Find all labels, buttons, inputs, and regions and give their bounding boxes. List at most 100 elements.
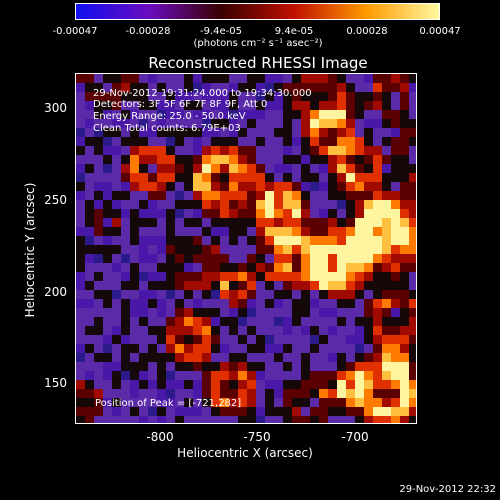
- image-pixel: [382, 227, 391, 236]
- image-pixel: [346, 263, 355, 272]
- image-pixel: [166, 380, 175, 389]
- image-pixel: [328, 353, 337, 362]
- image-pixel: [148, 146, 157, 155]
- image-pixel: [76, 128, 85, 137]
- image-pixel: [238, 191, 247, 200]
- image-pixel: [319, 209, 328, 218]
- image-pixel: [337, 173, 346, 182]
- image-pixel: [265, 308, 274, 317]
- image-pixel: [319, 173, 328, 182]
- image-pixel: [247, 380, 256, 389]
- image-pixel: [220, 308, 229, 317]
- image-pixel: [256, 191, 265, 200]
- image-pixel: [400, 137, 409, 146]
- image-pixel: [238, 326, 247, 335]
- image-pixel: [220, 155, 229, 164]
- image-pixel: [373, 263, 382, 272]
- image-pixel: [355, 146, 364, 155]
- image-pixel: [184, 92, 193, 101]
- image-pixel: [148, 380, 157, 389]
- image-pixel: [319, 137, 328, 146]
- colorbar: [75, 3, 440, 20]
- image-pixel: [274, 380, 283, 389]
- image-pixel: [265, 380, 274, 389]
- image-pixel: [175, 110, 184, 119]
- image-pixel: [76, 227, 85, 236]
- image-pixel: [319, 362, 328, 371]
- image-pixel: [202, 389, 211, 398]
- image-pixel: [319, 155, 328, 164]
- image-pixel: [148, 128, 157, 137]
- image-pixel: [283, 416, 292, 423]
- image-pixel: [382, 407, 391, 416]
- image-pixel: [157, 182, 166, 191]
- image-pixel: [292, 389, 301, 398]
- image-pixel: [409, 371, 416, 380]
- image-pixel: [220, 272, 229, 281]
- y-axis-label: Heliocentric Y (arcsec): [23, 182, 37, 318]
- image-pixel: [265, 254, 274, 263]
- image-pixel: [121, 164, 130, 173]
- image-pixel: [364, 119, 373, 128]
- image-pixel: [184, 146, 193, 155]
- image-pixel: [292, 308, 301, 317]
- image-pixel: [112, 335, 121, 344]
- image-pixel: [301, 389, 310, 398]
- image-pixel: [184, 272, 193, 281]
- image-pixel: [265, 398, 274, 407]
- image-pixel: [193, 227, 202, 236]
- image-pixel: [166, 353, 175, 362]
- image-pixel: [94, 398, 103, 407]
- image-pixel: [130, 173, 139, 182]
- image-pixel: [103, 218, 112, 227]
- image-pixel: [229, 254, 238, 263]
- image-pixel: [94, 317, 103, 326]
- image-pixel: [409, 326, 416, 335]
- image-pixel: [400, 335, 409, 344]
- image-pixel: [121, 155, 130, 164]
- image-pixel: [310, 200, 319, 209]
- image-pixel: [256, 74, 265, 83]
- image-pixel: [85, 101, 94, 110]
- image-pixel: [220, 164, 229, 173]
- image-pixel: [364, 245, 373, 254]
- image-pixel: [76, 281, 85, 290]
- image-pixel: [121, 290, 130, 299]
- image-pixel: [85, 299, 94, 308]
- image-pixel: [364, 380, 373, 389]
- image-pixel: [373, 344, 382, 353]
- image-pixel: [175, 92, 184, 101]
- image-pixel: [184, 83, 193, 92]
- image-pixel: [157, 245, 166, 254]
- image-pixel: [274, 227, 283, 236]
- image-pixel: [193, 218, 202, 227]
- image-pixel: [175, 200, 184, 209]
- image-pixel: [301, 209, 310, 218]
- image-pixel: [238, 398, 247, 407]
- image-pixel: [121, 119, 130, 128]
- image-pixel: [247, 209, 256, 218]
- image-pixel: [400, 416, 409, 423]
- image-pixel: [256, 227, 265, 236]
- image-pixel: [301, 335, 310, 344]
- image-pixel: [130, 119, 139, 128]
- image-pixel: [103, 263, 112, 272]
- image-pixel: [184, 380, 193, 389]
- image-pixel: [274, 272, 283, 281]
- image-pixel: [265, 173, 274, 182]
- image-pixel: [400, 308, 409, 317]
- image-pixel: [292, 119, 301, 128]
- image-pixel: [274, 335, 283, 344]
- image-pixel: [76, 353, 85, 362]
- image-pixel: [229, 110, 238, 119]
- image-pixel: [202, 110, 211, 119]
- image-pixel: [76, 146, 85, 155]
- colorbar-tick-label: -0.00047: [52, 26, 98, 37]
- image-pixel: [211, 209, 220, 218]
- image-pixel: [175, 290, 184, 299]
- info-clean-counts: Clean Total counts: 6.79E+03: [93, 123, 241, 134]
- image-pixel: [175, 74, 184, 83]
- image-pixel: [247, 92, 256, 101]
- image-pixel: [202, 236, 211, 245]
- image-pixel: [292, 209, 301, 218]
